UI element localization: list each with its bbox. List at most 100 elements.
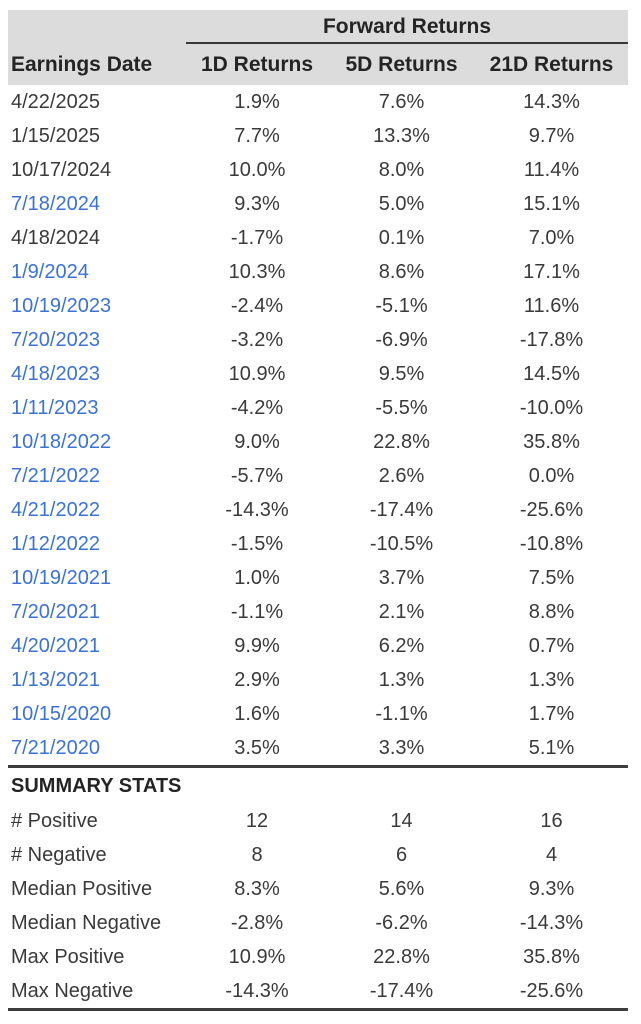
21d-return-value: 15.1% — [523, 192, 580, 215]
21d-return-value: 35.8% — [523, 430, 580, 453]
table-row: 10/19/2021 1.0% 3.7% 7.5% — [8, 561, 628, 595]
1d-return-value: 9.0% — [234, 430, 280, 453]
1d-return-value: -1.7% — [230, 226, 284, 249]
earnings-date-link[interactable]: 7/18/2024 — [11, 192, 100, 215]
21d-return-value: 11.4% — [523, 158, 580, 181]
21d-return-value: 0.0% — [528, 464, 575, 487]
1d-return-value: 7.7% — [234, 124, 280, 147]
5d-return-value: -5.1% — [375, 294, 428, 317]
21d-return-value: -17.8% — [519, 328, 584, 351]
5d-return-value: -6.9% — [375, 328, 428, 351]
5d-return-value: 6 — [395, 843, 408, 866]
5d-return-value: -17.4% — [369, 979, 434, 1002]
table-row: 4/18/2024 -1.7% 0.1% 7.0% — [8, 221, 628, 255]
1d-return-value: 10.9% — [228, 945, 286, 968]
table-header: Forward Returns Earnings Date 1D Returns… — [8, 10, 628, 85]
column-header-21d-returns: 21D Returns — [489, 52, 614, 76]
1d-return-value: 3.5% — [234, 736, 280, 759]
table-row: 1/12/2022 -1.5% -10.5% -10.8% — [8, 527, 628, 561]
table-row: 10/17/2024 10.0% 8.0% 11.4% — [8, 153, 628, 187]
table-row: 1/9/2024 10.3% 8.6% 17.1% — [8, 255, 628, 289]
5d-return-value: 2.6% — [378, 464, 425, 487]
1d-return-value: 1.0% — [234, 566, 280, 589]
summary-stat-row: Max Positive 10.9% 22.8% 35.8% — [8, 940, 628, 974]
earnings-date-link[interactable]: 7/21/2022 — [11, 464, 100, 487]
summary-stat-row: # Positive 12 14 16 — [8, 804, 628, 838]
5d-return-value: -1.1% — [375, 702, 428, 725]
5d-return-value: 0.1% — [378, 226, 425, 249]
21d-return-value: 9.7% — [528, 124, 575, 147]
earnings-returns-table: Forward Returns Earnings Date 1D Returns… — [8, 10, 628, 1011]
1d-return-value: 10.9% — [228, 362, 286, 385]
column-header-row: Earnings Date 1D Returns 5D Returns 21D … — [8, 44, 628, 85]
earnings-date-link[interactable]: 10/15/2020 — [11, 702, 112, 725]
summary-stat-row: # Negative 8 6 4 — [8, 838, 628, 872]
21d-return-value: 14.5% — [523, 362, 580, 385]
1d-return-value: 9.9% — [234, 634, 280, 657]
earnings-date-link[interactable]: 4/20/2021 — [11, 634, 100, 657]
1d-return-value: -5.7% — [230, 464, 284, 487]
summary-stat-row: Max Negative -14.3% -17.4% -25.6% — [8, 974, 628, 1008]
5d-return-value: 1.3% — [378, 668, 425, 691]
column-header-5d-returns: 5D Returns — [345, 52, 458, 76]
5d-return-value: 2.1% — [378, 600, 425, 623]
table-row: 10/15/2020 1.6% -1.1% 1.7% — [8, 697, 628, 731]
21d-return-value: 14.3% — [523, 90, 580, 113]
earnings-date-link[interactable]: 1/9/2024 — [11, 260, 89, 283]
1d-return-value: -1.1% — [230, 600, 284, 623]
5d-return-value: -5.5% — [375, 396, 428, 419]
earnings-date-link[interactable]: 1/11/2023 — [11, 396, 99, 419]
earnings-date-link[interactable]: 4/18/2023 — [11, 362, 100, 385]
summary-stat-label: Max Positive — [11, 945, 125, 968]
21d-return-value: 11.6% — [523, 294, 580, 317]
table-row: 7/21/2022 -5.7% 2.6% 0.0% — [8, 459, 628, 493]
1d-return-value: 9.3% — [234, 192, 280, 215]
table-row: 4/21/2022 -14.3% -17.4% -25.6% — [8, 493, 628, 527]
summary-stat-label: # Negative — [11, 843, 107, 866]
5d-return-value: 3.7% — [378, 566, 425, 589]
5d-return-value: -6.2% — [375, 911, 428, 934]
table-row: 1/11/2023 -4.2% -5.5% -10.0% — [8, 391, 628, 425]
table-row: 1/15/2025 7.7% 13.3% 9.7% — [8, 119, 628, 153]
21d-return-value: -25.6% — [519, 979, 584, 1002]
1d-return-value: -14.3% — [225, 498, 289, 521]
5d-return-value: 7.6% — [378, 90, 425, 113]
21d-return-value: 7.0% — [528, 226, 575, 249]
1d-return-value: 8.3% — [234, 877, 280, 900]
earnings-date-link[interactable]: 10/19/2023 — [11, 294, 112, 317]
earnings-date-link[interactable]: 4/21/2022 — [11, 498, 100, 521]
1d-return-value: 1.9% — [234, 90, 280, 113]
5d-return-value: 8.6% — [378, 260, 425, 283]
earnings-date-link[interactable]: 1/13/2021 — [11, 668, 100, 691]
earnings-date-link[interactable]: 7/20/2023 — [11, 328, 100, 351]
table-row: 7/20/2023 -3.2% -6.9% -17.8% — [8, 323, 628, 357]
table-row: 7/21/2020 3.5% 3.3% 5.1% — [8, 731, 628, 765]
5d-return-value: 9.5% — [378, 362, 425, 385]
21d-return-value: -10.8% — [519, 532, 584, 555]
summary-stat-label: Median Positive — [11, 877, 153, 900]
earnings-date-link[interactable]: 10/19/2021 — [11, 566, 112, 589]
earnings-date-link[interactable]: 1/12/2022 — [11, 532, 100, 555]
earnings-date-text: 10/17/2024 — [11, 158, 112, 181]
5d-return-value: 22.8% — [373, 430, 430, 453]
table-row: 7/18/2024 9.3% 5.0% 15.1% — [8, 187, 628, 221]
table-row: 10/18/2022 9.0% 22.8% 35.8% — [8, 425, 628, 459]
21d-return-value: 7.5% — [528, 566, 575, 589]
earnings-date-link[interactable]: 10/18/2022 — [11, 430, 112, 453]
earnings-date-link[interactable]: 7/21/2020 — [11, 736, 100, 759]
21d-return-value: 1.7% — [528, 702, 575, 725]
5d-return-value: 8.0% — [378, 158, 425, 181]
21d-return-value: -14.3% — [519, 911, 584, 934]
1d-return-value: 8 — [251, 843, 263, 866]
5d-return-value: 13.3% — [373, 124, 430, 147]
1d-return-value: -2.4% — [230, 294, 284, 317]
21d-return-value: 1.3% — [528, 668, 575, 691]
earnings-date-link[interactable]: 7/20/2021 — [11, 600, 100, 623]
1d-return-value: -2.8% — [230, 911, 284, 934]
5d-return-value: 6.2% — [378, 634, 425, 657]
table-row: 1/13/2021 2.9% 1.3% 1.3% — [8, 663, 628, 697]
21d-return-value: -25.6% — [519, 498, 584, 521]
earnings-date-text: 4/18/2024 — [11, 226, 100, 249]
5d-return-value: -10.5% — [369, 532, 434, 555]
